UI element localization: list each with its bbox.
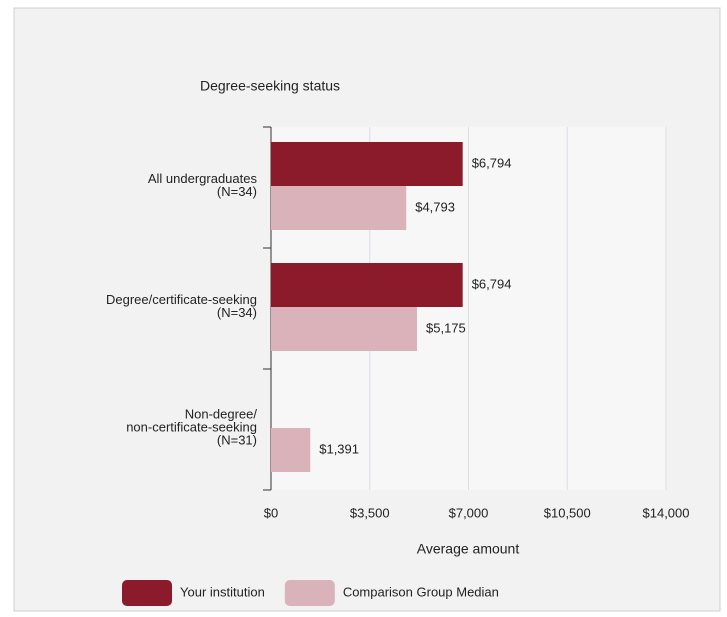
y-tick-label: (N=34) <box>217 184 257 199</box>
y-tick-label: Degree/certificate-seeking <box>106 292 257 307</box>
bar <box>271 186 407 230</box>
y-tick-label: All undergraduates <box>148 171 258 186</box>
value-label: $5,175 <box>426 320 466 335</box>
bar <box>271 263 463 307</box>
x-tick-label: $14,000 <box>643 505 690 520</box>
value-label: $1,391 <box>319 441 359 456</box>
legend-label: Comparison Group Median <box>343 584 499 599</box>
y-tick-label: non-certificate-seeking <box>126 419 257 434</box>
x-tick-label: $0 <box>264 505 278 520</box>
legend-label: Your institution <box>180 584 265 599</box>
bar <box>271 142 463 186</box>
chart-title: Degree-seeking status <box>200 78 340 94</box>
x-tick-label: $10,500 <box>544 505 591 520</box>
value-label: $6,794 <box>472 155 512 170</box>
value-label: $4,793 <box>415 199 455 214</box>
value-label: $6,794 <box>472 276 512 291</box>
x-tick-label: $7,000 <box>449 505 489 520</box>
x-axis-label: Average amount <box>417 541 520 557</box>
bar <box>271 307 418 351</box>
bar <box>271 428 311 472</box>
legend-swatch <box>122 580 172 606</box>
x-tick-label: $3,500 <box>350 505 390 520</box>
legend-swatch <box>284 580 335 606</box>
y-tick-label: (N=34) <box>217 305 257 320</box>
y-tick-label: (N=31) <box>217 432 257 447</box>
y-tick-label: Non-degree/ <box>185 406 258 421</box>
